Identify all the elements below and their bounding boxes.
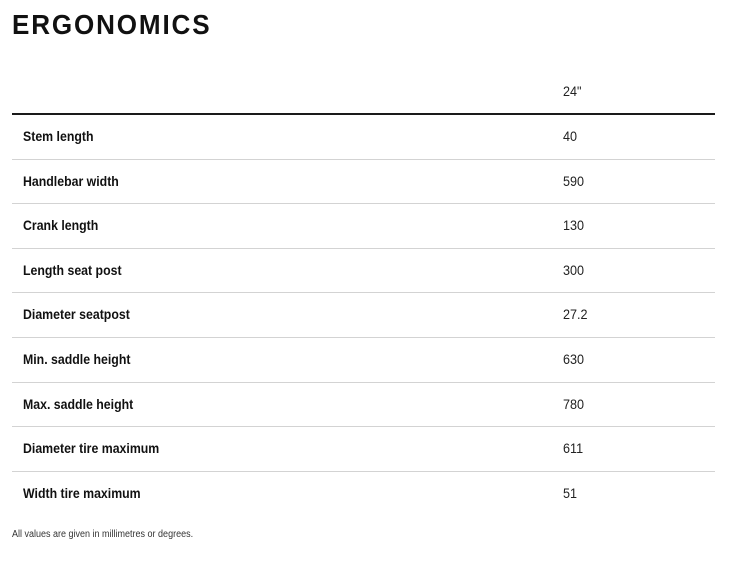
row-value: 27.2 bbox=[563, 306, 588, 323]
row-label: Max. saddle height bbox=[23, 395, 134, 412]
table-row: Diameter seatpost 27.2 bbox=[12, 293, 715, 338]
table-row: Length seat post 300 bbox=[12, 249, 715, 294]
table-row: Min. saddle height 630 bbox=[12, 338, 715, 383]
section-title: ERGONOMICS bbox=[12, 9, 212, 40]
table-row: Handlebar width 590 bbox=[12, 160, 715, 205]
row-value: 130 bbox=[563, 217, 585, 234]
units-footnote: All values are given in millimetres or d… bbox=[12, 529, 194, 540]
table-row: Width tire maximum 51 bbox=[12, 472, 715, 516]
table-row: Max. saddle height 780 bbox=[12, 383, 715, 428]
row-label: Handlebar width bbox=[23, 172, 119, 189]
row-value: 630 bbox=[563, 350, 585, 367]
row-value: 51 bbox=[563, 484, 578, 501]
table-row: Crank length 130 bbox=[12, 204, 715, 249]
row-value: 590 bbox=[563, 172, 585, 189]
row-label: Diameter seatpost bbox=[23, 306, 130, 323]
row-value: 300 bbox=[563, 261, 585, 278]
row-label: Min. saddle height bbox=[23, 350, 131, 367]
row-label: Crank length bbox=[23, 217, 99, 234]
row-value: 40 bbox=[563, 128, 578, 144]
table-row: Stem length 40 bbox=[12, 115, 715, 160]
row-label: Stem length bbox=[23, 128, 94, 144]
row-label: Diameter tire maximum bbox=[23, 440, 160, 457]
row-value: 780 bbox=[563, 395, 585, 412]
table-header-row: 24" bbox=[12, 68, 715, 115]
size-column-header: 24" bbox=[563, 83, 582, 99]
row-label: Width tire maximum bbox=[23, 484, 141, 501]
row-value: 611 bbox=[563, 440, 584, 457]
ergonomics-table: 24" Stem length 40 Handlebar width 590 C… bbox=[12, 68, 715, 515]
row-label: Length seat post bbox=[23, 261, 122, 278]
table-row: Diameter tire maximum 611 bbox=[12, 427, 715, 472]
